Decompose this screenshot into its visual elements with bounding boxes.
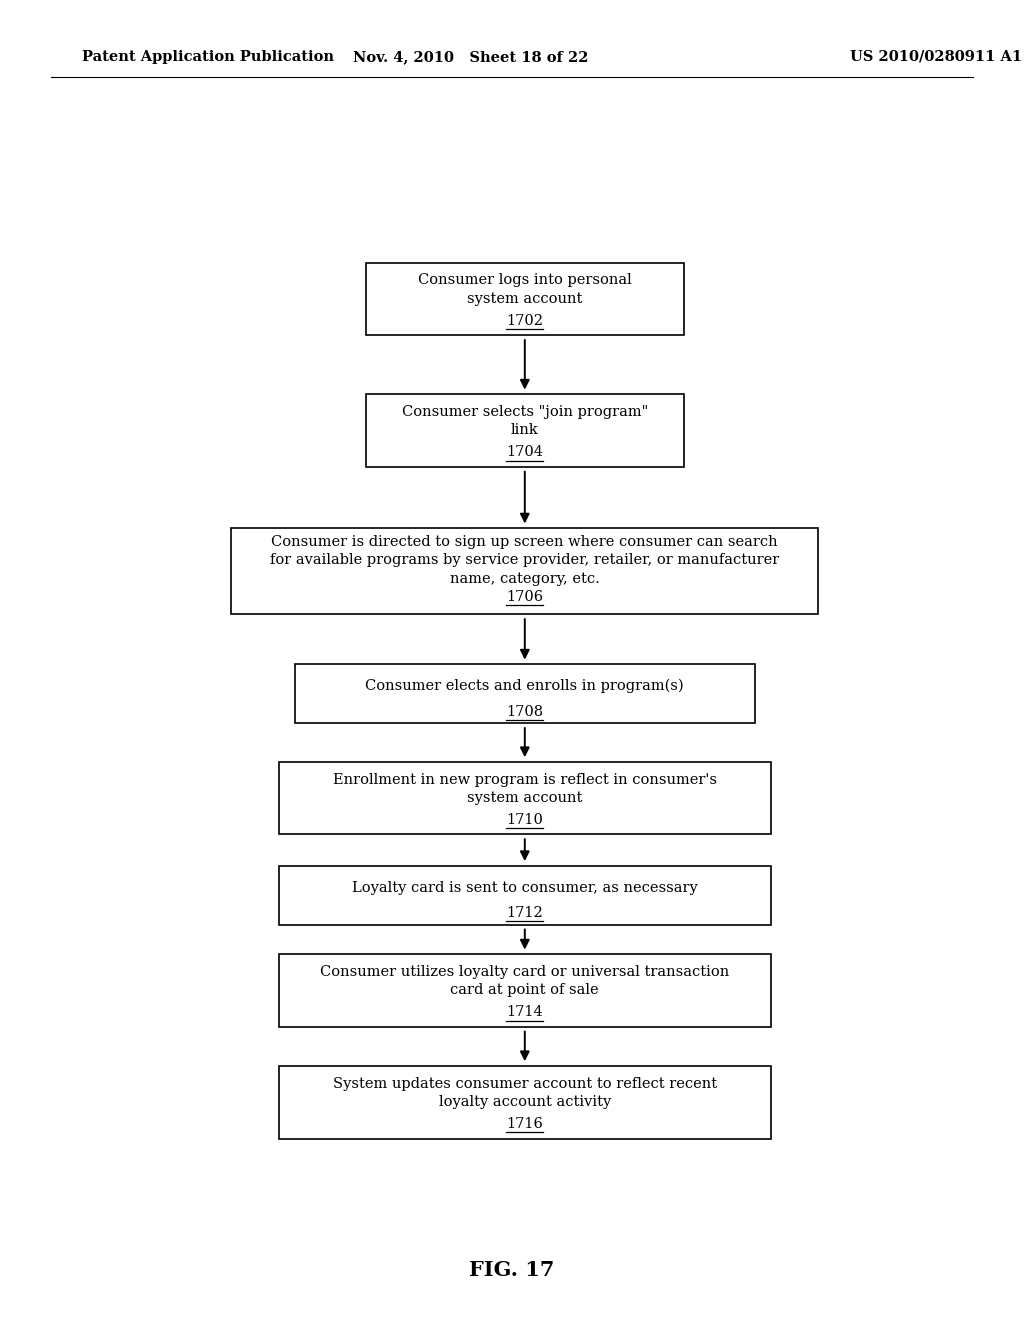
- FancyBboxPatch shape: [279, 762, 771, 834]
- Text: 1704: 1704: [506, 445, 544, 459]
- FancyBboxPatch shape: [279, 954, 771, 1027]
- Text: 1702: 1702: [506, 314, 544, 327]
- FancyBboxPatch shape: [367, 263, 684, 335]
- Text: 1712: 1712: [507, 906, 543, 920]
- Text: Loyalty card is sent to consumer, as necessary: Loyalty card is sent to consumer, as nec…: [352, 880, 697, 895]
- Text: Consumer logs into personal
system account: Consumer logs into personal system accou…: [418, 273, 632, 306]
- Text: US 2010/0280911 A1: US 2010/0280911 A1: [850, 50, 1022, 63]
- Text: Patent Application Publication: Patent Application Publication: [82, 50, 334, 63]
- Text: FIG. 17: FIG. 17: [469, 1259, 555, 1280]
- Text: 1716: 1716: [506, 1117, 544, 1131]
- FancyBboxPatch shape: [231, 528, 818, 614]
- Text: 1708: 1708: [506, 705, 544, 718]
- Text: Enrollment in new program is reflect in consumer's
system account: Enrollment in new program is reflect in …: [333, 772, 717, 805]
- FancyBboxPatch shape: [367, 395, 684, 467]
- Text: Consumer utilizes loyalty card or universal transaction
card at point of sale: Consumer utilizes loyalty card or univer…: [321, 965, 729, 998]
- FancyBboxPatch shape: [279, 1067, 771, 1138]
- Text: 1714: 1714: [507, 1006, 543, 1019]
- FancyBboxPatch shape: [279, 866, 771, 925]
- FancyBboxPatch shape: [295, 664, 755, 723]
- Text: System updates consumer account to reflect recent
loyalty account activity: System updates consumer account to refle…: [333, 1077, 717, 1109]
- Text: Consumer elects and enrolls in program(s): Consumer elects and enrolls in program(s…: [366, 678, 684, 693]
- Text: 1706: 1706: [506, 590, 544, 605]
- Text: Consumer is directed to sign up screen where consumer can search
for available p: Consumer is directed to sign up screen w…: [270, 535, 779, 586]
- Text: 1710: 1710: [506, 813, 544, 826]
- Text: Nov. 4, 2010   Sheet 18 of 22: Nov. 4, 2010 Sheet 18 of 22: [353, 50, 589, 63]
- Text: Consumer selects "join program"
link: Consumer selects "join program" link: [401, 405, 648, 437]
